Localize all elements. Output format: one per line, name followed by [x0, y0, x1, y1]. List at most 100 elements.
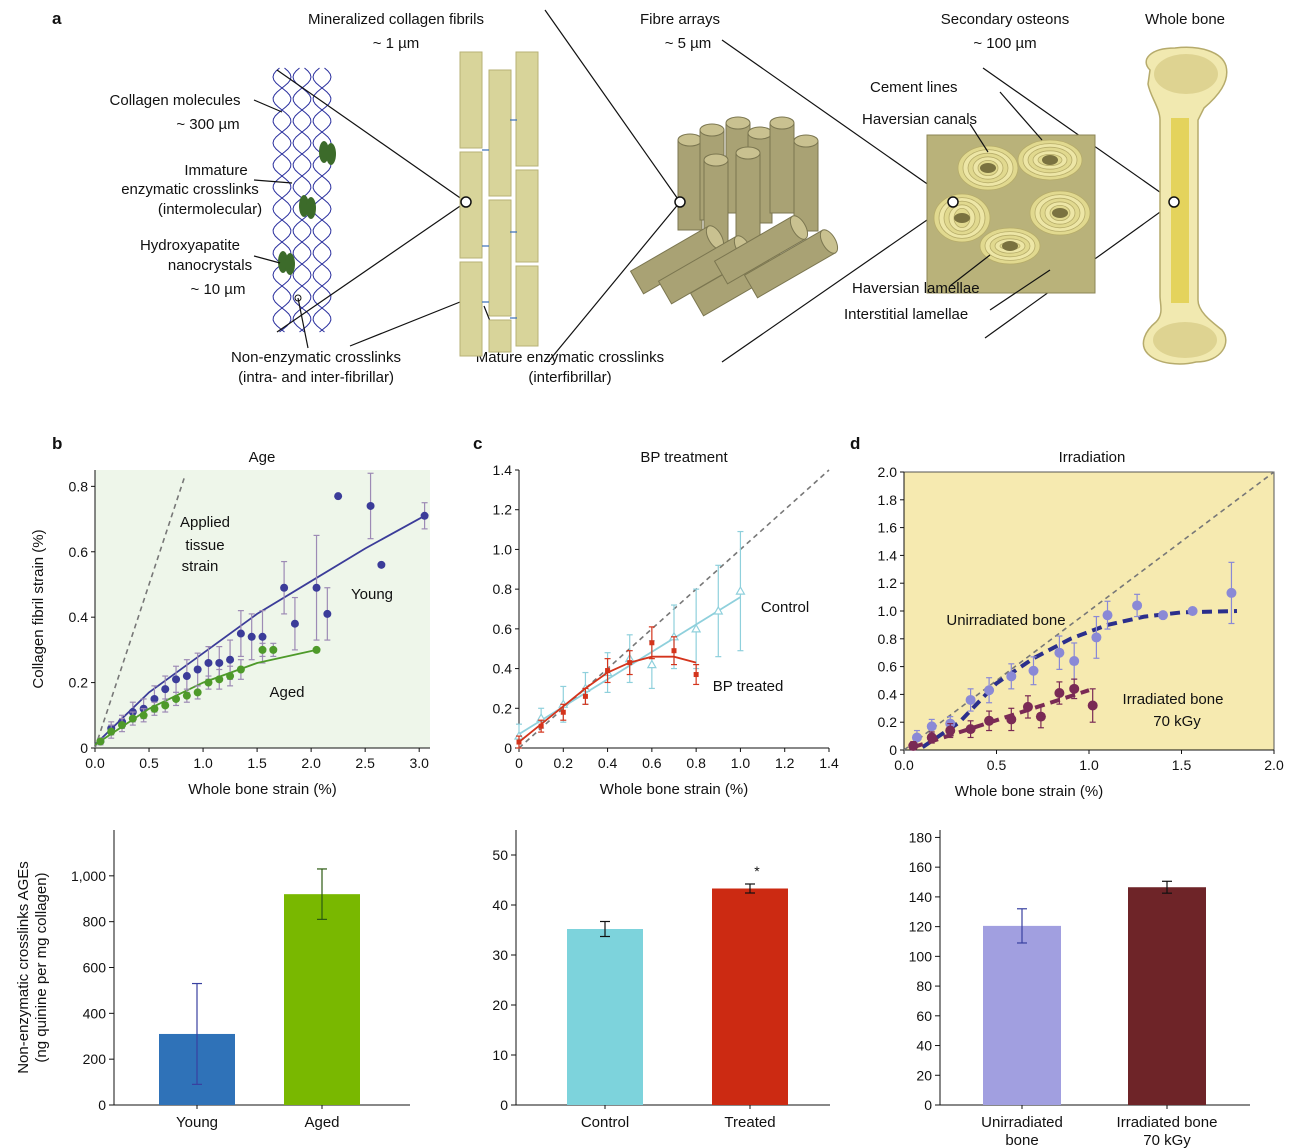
fibril-segment	[488, 319, 512, 353]
x-tick-label: 0.6	[642, 755, 662, 771]
data-point	[1054, 688, 1065, 699]
oblique-fibre	[743, 229, 839, 299]
plot-background	[95, 470, 430, 748]
series-label-unirradiated: Unirradiated bone	[946, 612, 1065, 629]
data-point	[150, 704, 159, 713]
label-mature-1: Mature enzymatic crosslinks	[476, 349, 664, 366]
scale-title-osteons: Secondary osteons	[941, 11, 1069, 28]
data-point	[627, 660, 633, 666]
y-tick-label: 1.8	[878, 492, 898, 508]
haversian-canal	[1052, 208, 1068, 218]
x-axis-label: Whole bone strain (%)	[600, 781, 748, 798]
data-point	[128, 714, 137, 723]
collagen-helices	[272, 67, 332, 333]
data-point	[204, 678, 213, 687]
y-tick-label: 0	[924, 1097, 932, 1113]
y-tick-label: 1.2	[878, 575, 898, 591]
data-point	[215, 675, 224, 684]
data-point	[290, 619, 299, 628]
data-point	[226, 672, 235, 681]
zoom-point-bone	[1168, 196, 1180, 208]
data-point	[96, 737, 105, 746]
y-tick-label: 20	[492, 997, 508, 1013]
y-tick-label: 160	[909, 859, 933, 875]
data-point	[1091, 632, 1102, 643]
fibril-segment	[488, 199, 512, 317]
y-tick-label: 0.6	[878, 659, 898, 675]
label-nonenzymatic-2: (intra- and inter-fibrillar)	[238, 369, 394, 386]
vertical-fibre	[793, 134, 819, 232]
scale-size-fibrils: ~ 1 µm	[373, 35, 420, 52]
y-tick-label: 20	[916, 1067, 932, 1083]
data-point	[161, 685, 170, 694]
fit-line	[94, 515, 426, 746]
series-label-bp-treated: BP treated	[713, 678, 784, 695]
bar-chart-age: 0 200 400 600 800 1,000 Young Aged Non-enzymatic…	[15, 830, 410, 1131]
data-point	[1035, 711, 1046, 722]
label-haversian-canals: Haversian canals	[862, 111, 977, 128]
x-tick-label: 1.0	[1079, 757, 1099, 773]
y-tick-label: 120	[909, 919, 933, 935]
cylinder-top	[735, 146, 761, 160]
scale-title-whole-bone: Whole bone	[1145, 11, 1225, 28]
y-tick-label: 40	[916, 1038, 932, 1054]
label-nonenzymatic-1: Non-enzymatic crosslinks	[231, 349, 401, 366]
label-mature-2: (interfibrillar)	[528, 369, 611, 386]
y-tick-label: 600	[83, 960, 107, 976]
data-point	[984, 685, 995, 696]
y-tick-label: 1,000	[71, 868, 106, 884]
cylinder-body	[735, 152, 761, 244]
y-tick-label: 1.4	[878, 547, 898, 563]
fibril-segment	[515, 51, 539, 167]
data-point	[1054, 647, 1065, 658]
data-point	[118, 721, 127, 730]
left-label-arrows	[253, 99, 293, 264]
x-tick-label: 1.2	[775, 755, 795, 771]
x-tick-label: 0.4	[598, 755, 618, 771]
category-label: Control	[581, 1114, 629, 1131]
category-label: 70 kGy	[1143, 1132, 1191, 1148]
data-point	[693, 672, 699, 678]
label-immature-3: (intermolecular)	[158, 201, 262, 218]
x-tick-label: 1.5	[1172, 757, 1192, 773]
label-hydroxyapatite-3: ~ 10 µm	[191, 281, 246, 298]
chart-title: Irradiation	[1059, 449, 1126, 466]
zoom-point-fibrils	[460, 196, 472, 208]
haversian-canal	[1002, 241, 1018, 251]
y-tick-label: 0.2	[69, 675, 89, 691]
y-tick-label: 0	[80, 740, 88, 756]
collagen-strand	[272, 67, 292, 333]
data-point	[671, 648, 677, 654]
y-tick-label: 0.2	[878, 714, 898, 730]
y-tick-label: 0.8	[69, 478, 89, 494]
y-tick-label: 800	[83, 914, 107, 930]
category-label: Young	[176, 1114, 218, 1131]
data-point	[908, 740, 919, 751]
y-tick-label: 1.4	[493, 462, 513, 478]
collagen-strand	[272, 67, 292, 333]
y-tick-label: 140	[909, 889, 933, 905]
mineralized-fibrils	[459, 51, 539, 357]
x-axis-label: Whole bone strain (%)	[188, 781, 336, 798]
label-haversian-lamellae: Haversian lamellae	[852, 280, 980, 297]
y-tick-label: 400	[83, 1005, 107, 1021]
zoom-point-fibres	[674, 196, 686, 208]
cylinder-top	[703, 153, 729, 167]
data-point	[269, 645, 278, 654]
y-tick-label: 100	[909, 948, 933, 964]
y-tick-label: 1.0	[878, 603, 898, 619]
y-tick-label: 1.0	[493, 541, 513, 557]
data-point	[172, 675, 181, 684]
cylinder-body	[769, 122, 795, 214]
panel-label-c: c	[473, 434, 482, 453]
y-tick-label: 0	[889, 742, 897, 758]
data-point	[649, 640, 655, 646]
scale-title-fibrils: Mineralized collagen fibrils	[308, 11, 484, 28]
x-tick-label: 2.0	[301, 755, 321, 771]
data-point	[150, 694, 159, 703]
vertical-fibre	[735, 146, 761, 244]
cylinder-top	[747, 126, 773, 140]
data-point	[646, 659, 657, 669]
data-point	[582, 693, 588, 699]
data-point	[735, 585, 746, 595]
